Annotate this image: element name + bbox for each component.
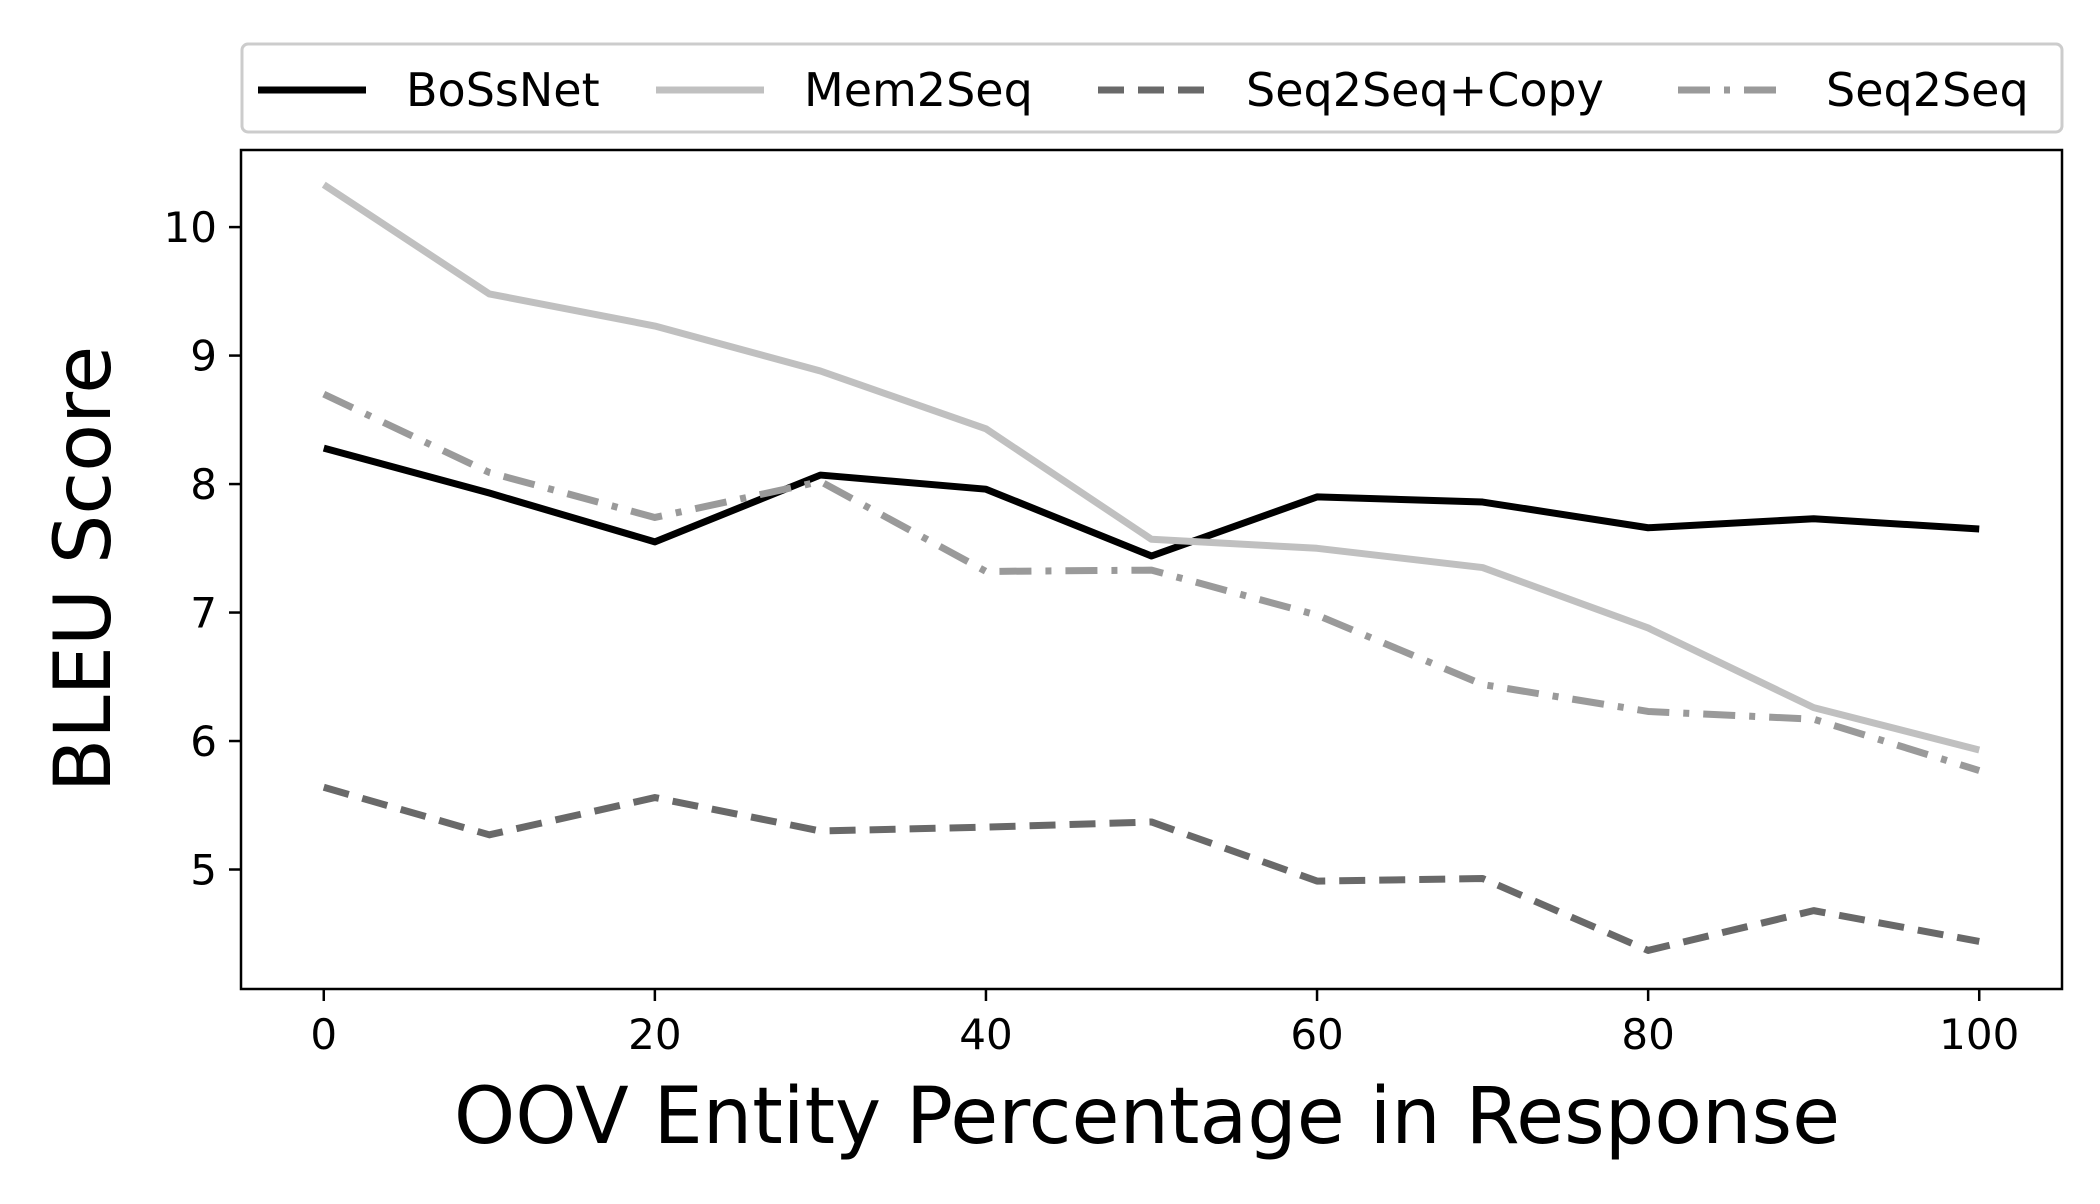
- y-tick-label: 10: [164, 203, 217, 252]
- legend-label: Seq2Seq: [1826, 63, 2029, 117]
- x-tick-label: 0: [310, 1010, 337, 1059]
- x-tick-label: 100: [1939, 1010, 2019, 1059]
- plot-frame: [239, 148, 2064, 991]
- legend: BoSsNet Mem2Seq Seq2Seq+Copy Seq2Seq: [240, 42, 2064, 134]
- x-tick-label: 20: [628, 1010, 681, 1059]
- series-group: [321, 181, 1981, 954]
- y-tick-label: 7: [190, 589, 217, 638]
- y-tick-label: 5: [190, 846, 217, 895]
- x-axis-ticks: 0 20 40 60 80 100: [310, 989, 2019, 1059]
- series-line-bossnet: [322, 444, 1980, 560]
- series-line-seq2seq: [322, 390, 1981, 774]
- x-tick-label: 60: [1290, 1010, 1343, 1059]
- legend-label: Seq2Seq+Copy: [1246, 63, 1604, 117]
- x-tick-label: 40: [959, 1010, 1012, 1059]
- x-axis-label: OOV Entity Percentage in Response: [454, 1072, 1840, 1162]
- legend-label: Mem2Seq: [804, 63, 1033, 117]
- y-tick-label: 9: [190, 332, 217, 381]
- legend-label: BoSsNet: [406, 63, 600, 117]
- series-line-seq2seq-copy: [322, 783, 1980, 954]
- y-axis-ticks: 5 6 7 8 9 10: [164, 203, 241, 895]
- x-tick-label: 80: [1621, 1010, 1674, 1059]
- y-tick-label: 8: [190, 460, 217, 509]
- series-line-mem2seq: [321, 181, 1981, 754]
- y-axis-label: BLEU Score: [39, 346, 129, 793]
- y-tick-label: 6: [190, 717, 217, 766]
